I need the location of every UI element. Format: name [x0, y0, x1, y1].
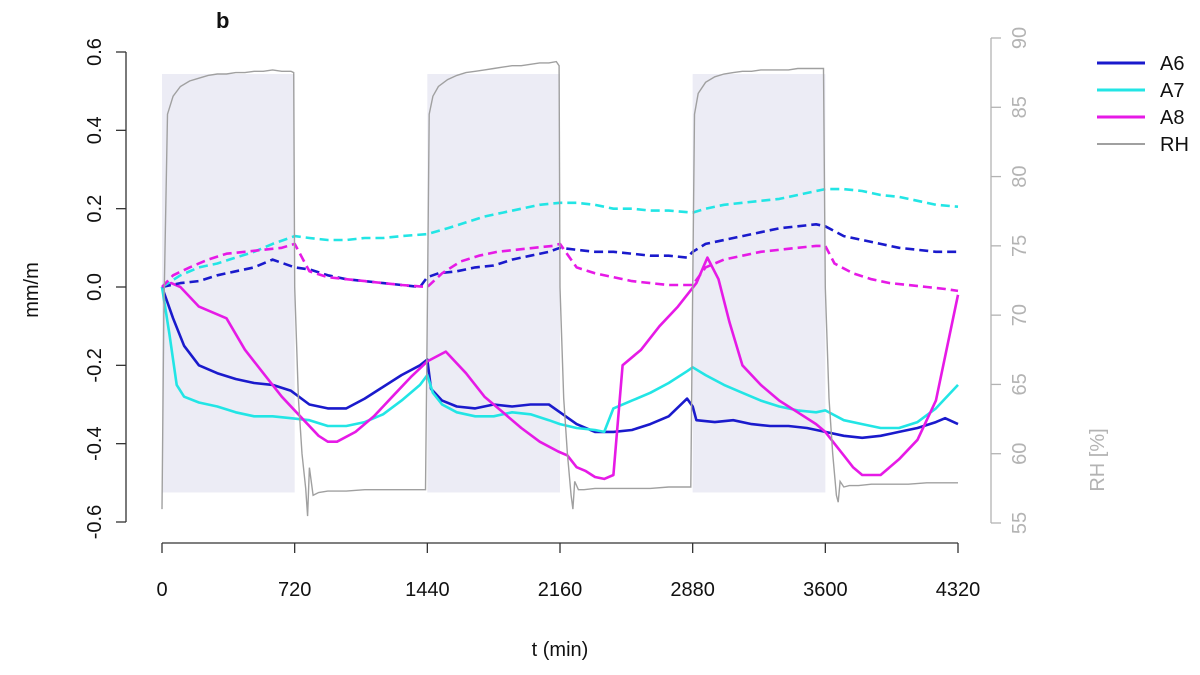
y2-tick-label: 60 [1009, 443, 1031, 465]
x-tick-label: 0 [156, 579, 167, 601]
x-tick-label: 720 [278, 579, 311, 601]
legend-label-rh: RH [1160, 134, 1189, 156]
left-y-ticks: -0.6 -0.4 -0.2 0.0 0.2 0.4 0.6 [84, 38, 126, 539]
series-line-a8-solid [161, 256, 960, 481]
legend-label-a7: A7 [1160, 80, 1184, 102]
y2-tick-label: 55 [1009, 512, 1031, 534]
y2-tick-label: 90 [1009, 27, 1031, 49]
x-tick-label: 2880 [670, 579, 715, 601]
y-tick-label: 0.0 [84, 273, 106, 301]
legend-label-a8: A8 [1160, 107, 1184, 129]
right-y-axis: 55 60 65 70 75 80 85 90 [990, 27, 1031, 534]
y-tick-label: 0.6 [84, 38, 106, 66]
x-ticks: 0 720 1440 2160 2880 3600 4320 [156, 543, 980, 601]
x-tick-label: 2160 [538, 579, 583, 601]
x-axis: 0 720 1440 2160 2880 3600 4320 [156, 542, 980, 601]
high-humidity-shading [162, 74, 826, 493]
y-axis-title: mm/m [21, 262, 43, 318]
series-line-rh [161, 60, 958, 517]
y-tick-label: -0.6 [84, 505, 106, 539]
y-tick-label: -0.2 [84, 348, 106, 382]
y-tick-label: 0.2 [84, 195, 106, 223]
x-tick-label: 3600 [803, 579, 848, 601]
right-y-ticks: 55 60 65 70 75 80 85 90 [991, 27, 1031, 534]
series-line-a6-solid [160, 286, 959, 440]
y2-tick-label: 85 [1009, 96, 1031, 118]
y2-tick-label: 75 [1009, 235, 1031, 257]
legend: A6 A7 A8 RH [1097, 53, 1189, 156]
series-line-a7-dashed [161, 187, 959, 289]
y2-tick-label: 70 [1009, 304, 1031, 326]
y2-tick-label: 65 [1009, 373, 1031, 395]
series-line-a7-solid [160, 286, 959, 434]
y2-tick-label: 80 [1009, 165, 1031, 187]
high-rh-period-3 [692, 74, 826, 493]
left-y-axis: -0.6 -0.4 -0.2 0.0 0.2 0.4 0.6 [84, 38, 127, 539]
panel-label: b [216, 8, 229, 33]
x-tick-label: 4320 [936, 579, 981, 601]
high-rh-period-2 [427, 74, 560, 493]
x-axis-title: t (min) [532, 639, 589, 661]
y2-axis-title: RH [%] [1087, 428, 1109, 491]
legend-label-a6: A6 [1160, 53, 1184, 75]
y-tick-label: 0.4 [84, 116, 106, 144]
y-tick-label: -0.4 [84, 426, 106, 460]
x-tick-label: 1440 [405, 579, 450, 601]
rh-series-line [161, 60, 958, 517]
